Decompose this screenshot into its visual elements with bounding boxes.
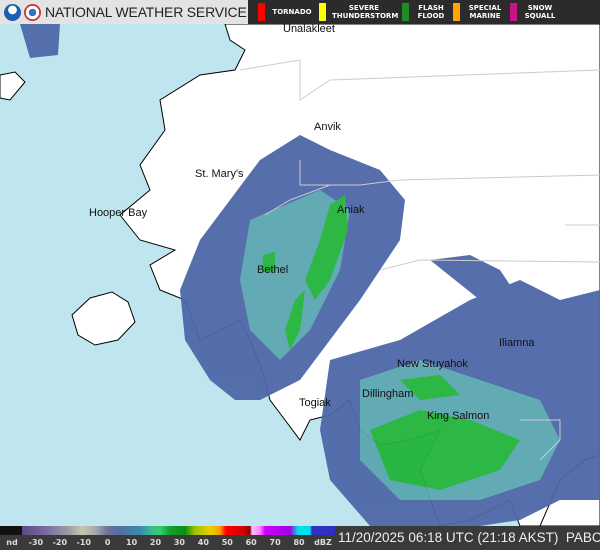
warning-flash-flood: FLASH FLOOD [402, 3, 447, 21]
tick-label: 0 [104, 538, 111, 547]
label-king-salmon: King Salmon [427, 410, 489, 422]
place-labels: Unalakleet Anvik St. Mary's Hooper Bay A… [89, 24, 535, 422]
header: NATIONAL WEATHER SERVICE TORNADO SEVERE … [0, 0, 600, 24]
time-text: 11/20/2025 06:18 UTC (21:18 AKST) [338, 530, 559, 545]
warning-label: TORNADO [272, 8, 312, 16]
reflectivity-colorbar: nd -30 -20 -10 0 10 20 30 40 50 60 70 80… [0, 526, 335, 550]
warning-label: SEVERE THUNDERSTORM [332, 4, 399, 20]
tick-label: 80 [293, 538, 305, 547]
swatch [510, 3, 517, 21]
tick-label: dBZ [314, 538, 332, 547]
colorbar-ticks: nd -30 -20 -10 0 10 20 30 40 50 60 70 80… [0, 536, 335, 550]
northwest-coast [0, 71, 26, 101]
tick-label: 10 [126, 538, 138, 547]
label-st-marys: St. Mary's [195, 168, 244, 180]
warning-label: FLASH FLOOD [417, 4, 445, 20]
radar-echoes [20, 24, 600, 526]
label-dillingham: Dillingham [362, 388, 413, 400]
warning-legend: TORNADO SEVERE THUNDERSTORM FLASH FLOOD … [248, 0, 600, 24]
warning-label: SPECIAL MARINE [468, 4, 502, 20]
label-anvik: Anvik [314, 121, 341, 133]
label-new-stuyahok: New Stuyahok [397, 358, 468, 370]
tick-label: 70 [269, 538, 281, 547]
label-togiak: Togiak [299, 397, 331, 409]
tick-label: -10 [76, 538, 91, 547]
nws-logo [24, 3, 41, 21]
label-unalakleet: Unalakleet [283, 24, 335, 35]
site-title: NATIONAL WEATHER SERVICE [45, 4, 247, 20]
station-id: PABC [565, 530, 600, 545]
warning-severe-thunderstorm: SEVERE THUNDERSTORM [319, 3, 399, 21]
radar-map[interactable]: Unalakleet Anvik St. Mary's Hooper Bay A… [0, 24, 600, 526]
timestamp: 11/20/2025 06:18 UTC (21:18 AKST) PABC [338, 526, 600, 550]
swatch [453, 3, 460, 21]
warning-label: SNOW SQUALL [524, 4, 556, 20]
label-iliamna: Iliamna [499, 337, 535, 349]
brand: NATIONAL WEATHER SERVICE [0, 0, 248, 24]
swatch [319, 3, 326, 21]
tick-label: 60 [245, 538, 257, 547]
swatch [402, 3, 409, 21]
tick-label: 40 [197, 538, 209, 547]
tick-label: 20 [149, 538, 162, 547]
borders [239, 59, 600, 461]
tick-label: -30 [28, 538, 44, 547]
tick-label: -20 [52, 538, 68, 547]
warning-tornado: TORNADO [258, 3, 313, 21]
warning-special-marine: SPECIAL MARINE [453, 3, 504, 21]
label-bethel: Bethel [257, 264, 288, 276]
tick-label: 50 [221, 538, 233, 547]
nunivak-island [71, 291, 136, 346]
label-aniak: Aniak [337, 204, 365, 216]
colorbar-gradient [0, 526, 335, 535]
tick-label: nd [6, 538, 18, 547]
noaa-logo [4, 3, 21, 21]
warning-snow-squall: SNOW SQUALL [510, 3, 557, 21]
swatch [258, 3, 265, 21]
label-hooper-bay: Hooper Bay [89, 207, 148, 219]
footer: nd -30 -20 -10 0 10 20 30 40 50 60 70 80… [0, 526, 600, 550]
tick-label: 30 [173, 538, 185, 547]
